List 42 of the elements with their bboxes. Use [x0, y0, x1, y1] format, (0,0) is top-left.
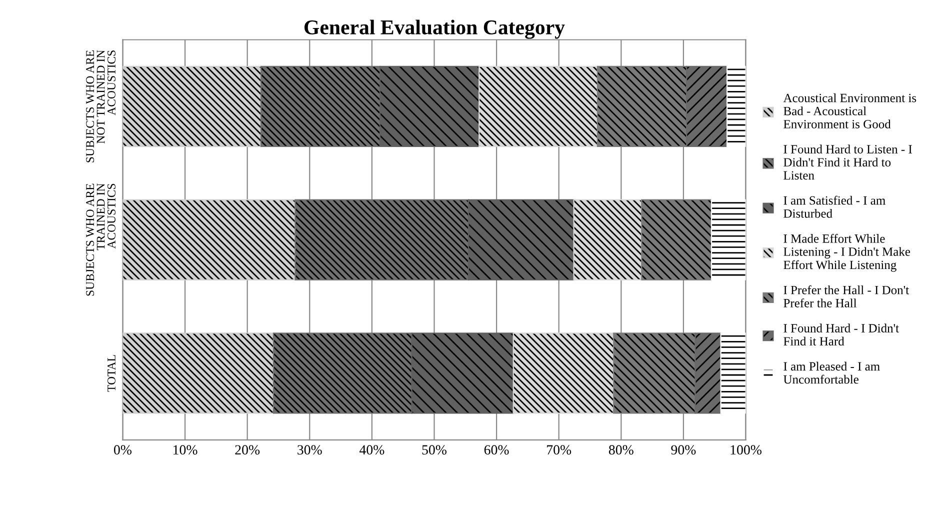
bar: [379, 66, 480, 148]
legend-label: I am Pleased - I am Uncomfortable: [784, 362, 880, 384]
bar: [613, 332, 696, 414]
y-tick-label: SUBJECTS WHO ARE TRAINED IN ACOUSTICS: [86, 183, 116, 296]
x-tick-label: 100%: [730, 445, 762, 455]
y-tick-label: SUBJECTS WHO ARE NOT TRAINED IN ACOUSTICS: [86, 50, 116, 162]
x-tick-label: 80%: [608, 445, 634, 455]
x-tick-label: 90%: [671, 445, 696, 455]
x-tick-label: 10%: [174, 445, 198, 455]
legend-label: I Prefer the Hall - I Don't Prefer the Hall: [784, 285, 909, 308]
legend-label: I Made Effort While Listening - I Didn't Make Effort While Listening: [784, 234, 910, 272]
legend-label: I am Satisfied - I am Disturbed: [784, 196, 886, 218]
bar: [411, 332, 514, 414]
bar: [641, 199, 712, 280]
bar: [468, 199, 574, 280]
bar: [122, 199, 296, 280]
chart-title: General Evaluation Category: [304, 20, 565, 39]
bar: [720, 332, 746, 414]
bar: [122, 66, 262, 148]
bar: [710, 199, 746, 280]
x-tick-label: 20%: [235, 445, 260, 455]
bar: [726, 66, 746, 148]
bar: [478, 66, 598, 148]
x-tick-label: 0%: [114, 445, 132, 455]
x-tick-label: 50%: [422, 445, 446, 455]
x-tick-label: 40%: [359, 445, 384, 455]
bar: [686, 66, 728, 148]
bar: [260, 66, 381, 148]
legend-label: I Found Hard to Listen - I Didn't Find it Hard to Listen: [784, 144, 912, 180]
bar: [294, 199, 470, 280]
bar: [272, 332, 412, 414]
bar: [573, 199, 642, 280]
bar: [122, 332, 274, 414]
bar: [596, 66, 688, 148]
y-tick-label: TOTAL: [108, 355, 116, 392]
legend-label: I Found Hard - I Didn't Find it Hard: [784, 324, 899, 346]
x-tick-label: 30%: [298, 445, 322, 455]
x-tick-label: 70%: [547, 445, 572, 455]
x-tick-label: 60%: [484, 445, 509, 455]
legend-label: Acoustical Environment is Bad - Acoustical Environment is Good: [783, 93, 916, 128]
bar: [512, 332, 614, 414]
bar: [694, 332, 722, 414]
